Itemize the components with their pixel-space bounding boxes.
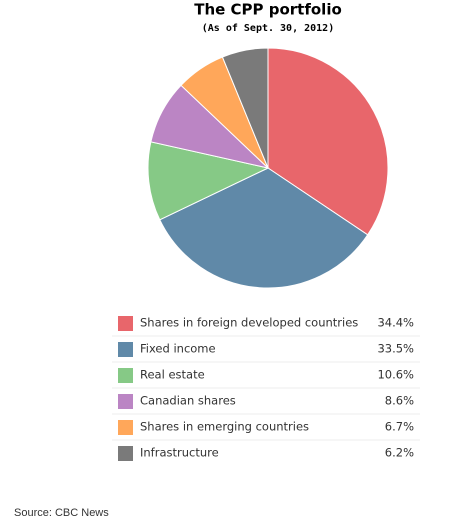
legend-swatch bbox=[118, 316, 133, 331]
chart-subtitle: (As of Sept. 30, 2012) bbox=[202, 23, 334, 34]
legend-swatch bbox=[118, 368, 133, 383]
legend-swatch bbox=[118, 342, 133, 357]
value-label: 8.6% bbox=[385, 394, 414, 408]
pie-slice bbox=[267, 47, 389, 236]
legend-label: Real estate bbox=[140, 368, 205, 382]
legend-label: Shares in emerging countries bbox=[140, 420, 309, 434]
legend-swatch bbox=[118, 446, 133, 461]
legend-label: Canadian shares bbox=[140, 394, 236, 408]
legend-label: Shares in foreign developed countries bbox=[140, 316, 358, 330]
value-label: 34.4% bbox=[377, 316, 414, 330]
value-label: 33.5% bbox=[377, 342, 414, 356]
pie-slice bbox=[221, 47, 269, 169]
chart-title: The CPP portfolio bbox=[194, 1, 342, 19]
pie-slice bbox=[159, 167, 369, 289]
value-label: 6.2% bbox=[385, 446, 414, 460]
legend-label: Infrastructure bbox=[140, 446, 219, 460]
legend-label: Fixed income bbox=[140, 342, 216, 356]
value-label: 6.7% bbox=[385, 420, 414, 434]
source: Source: CBC News bbox=[14, 507, 109, 519]
value-label: 10.6% bbox=[377, 368, 414, 382]
legend-swatch bbox=[118, 420, 133, 435]
legend-swatch bbox=[118, 394, 133, 409]
